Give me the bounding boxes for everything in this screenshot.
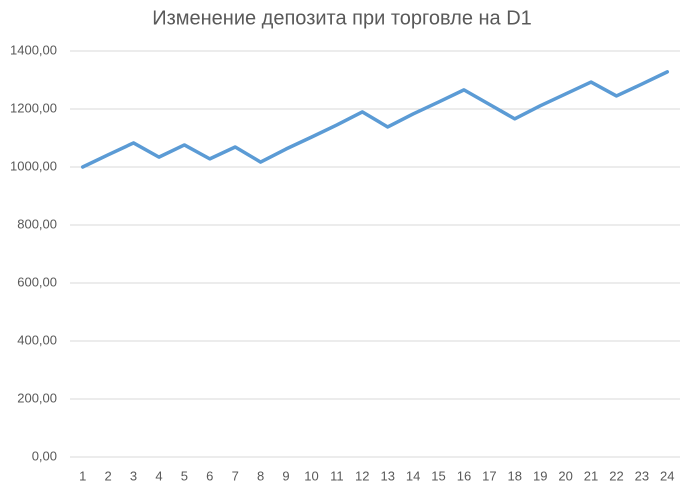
x-tick-label: 12: [355, 468, 369, 483]
x-tick-label: 20: [558, 468, 572, 483]
x-tick-label: 8: [257, 468, 264, 483]
x-tick-label: 2: [105, 468, 112, 483]
x-tick-label: 16: [457, 468, 471, 483]
x-tick-label: 6: [206, 468, 213, 483]
y-tick-label: 0,00: [32, 448, 57, 463]
x-tick-label: 10: [304, 468, 318, 483]
y-tick-label: 1400,00: [10, 42, 57, 57]
x-tick-label: 14: [406, 468, 420, 483]
x-tick-label: 17: [482, 468, 496, 483]
x-tick-label: 21: [584, 468, 598, 483]
x-tick-label: 5: [181, 468, 188, 483]
y-tick-label: 200,00: [17, 390, 57, 405]
x-tick-label: 13: [380, 468, 394, 483]
x-tick-label: 19: [533, 468, 547, 483]
y-tick-label: 400,00: [17, 332, 57, 347]
x-tick-label: 18: [508, 468, 522, 483]
x-tick-label: 3: [130, 468, 137, 483]
chart-title: Изменение депозита при торговле на D1: [152, 7, 532, 29]
y-tick-label: 800,00: [17, 216, 57, 231]
x-tick-label: 24: [660, 468, 674, 483]
y-tick-label: 1200,00: [10, 100, 57, 115]
x-tick-label: 4: [155, 468, 162, 483]
y-tick-label: 600,00: [17, 274, 57, 289]
data-line: [80, 70, 670, 169]
x-tick-label: 11: [330, 468, 344, 483]
x-tick-label: 1: [79, 468, 86, 483]
x-tick-label: 15: [431, 468, 445, 483]
x-tick-label: 23: [635, 468, 649, 483]
x-tick-label: 22: [609, 468, 623, 483]
x-tick-label: 7: [232, 468, 239, 483]
x-tick-label: 9: [282, 468, 289, 483]
y-tick-label: 1000,00: [10, 158, 57, 173]
